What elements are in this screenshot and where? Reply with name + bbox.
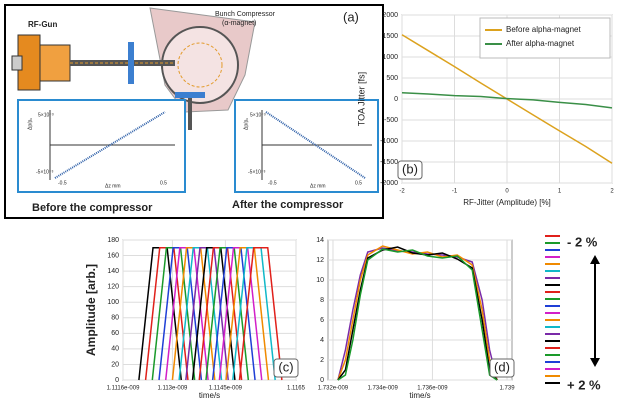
y-tick-label: -500: [384, 117, 398, 124]
annotation-box: [397, 160, 423, 180]
inset-tick: -0.5: [268, 180, 277, 186]
y-tick-label: 12: [316, 257, 324, 264]
series-line: [337, 246, 498, 381]
y-axis-title: TOA Jitter [fs]: [356, 72, 366, 126]
y-tick-label: 120: [107, 284, 119, 291]
y-tick-label: 40: [111, 346, 119, 353]
y-tick-label: 1000: [382, 54, 398, 61]
phase-space: [54, 111, 166, 179]
compressor-label: Bunch Compressor: [215, 11, 276, 18]
x-tick-label: 2: [610, 189, 614, 195]
beam-orbit: [177, 42, 223, 88]
inset-after: [234, 99, 379, 193]
x-tick-label: 1.1165: [287, 386, 306, 392]
x-axis-title: time/s: [199, 391, 220, 400]
x-axis-title: time/s: [409, 391, 430, 400]
inset-y-label: Δp/p₀: [27, 118, 33, 130]
series-line: [401, 91, 613, 109]
y-tick-label: 0: [394, 96, 398, 103]
annotation-box: [489, 358, 515, 378]
panel-label: (c): [278, 359, 293, 374]
inset-tick: -5×10⁻³: [248, 169, 266, 175]
y-tick-label: 140: [107, 268, 119, 275]
y-tick-label: 10: [316, 277, 324, 284]
y-axis-title: Amplitude [arb.]: [84, 264, 98, 356]
legend-label: Before alpha-magnet: [506, 25, 581, 34]
panel-label: (a): [343, 9, 359, 24]
x-tick-label: 1.1116e-009: [107, 386, 140, 392]
rf-gun-cavity: [39, 44, 71, 82]
y-tick-label: 60: [111, 330, 119, 337]
panel-a: RF-Gun Bunch Compressor (α-magnet) (a) Δ…: [4, 4, 384, 219]
x-tick-label: -2: [399, 189, 405, 195]
annotation-box: [273, 358, 299, 378]
y-tick-label: 100: [107, 299, 119, 306]
solenoid: [128, 42, 134, 84]
strip-top-label: - 2 %: [567, 234, 598, 249]
x-tick-label: 1: [558, 189, 562, 195]
y-tick-label: 14: [316, 237, 324, 244]
color-strip: - 2 % + 2 %: [545, 234, 601, 392]
y-tick-label: 4: [320, 337, 324, 344]
y-tick-label: 0: [320, 377, 324, 384]
legend-label: After alpha-magnet: [506, 39, 575, 48]
cathode: [11, 55, 23, 71]
inset-tick: 5×10⁻³: [38, 112, 54, 118]
y-tick-label: 2000: [382, 12, 398, 19]
y-tick-label: 0: [115, 377, 119, 384]
y-tick-label: 20: [111, 361, 119, 368]
y-tick-label: 1500: [382, 33, 398, 40]
chart-panel: -2000 -1500 -1000 -500 0 500 1000 1500 2000 -2 -1 0…: [356, 12, 614, 207]
y-tick-label: 6: [320, 317, 324, 324]
inset-tick: -5×10⁻³: [36, 169, 54, 175]
series-line: [238, 247, 283, 381]
x-tick-label: 1.734e-009: [368, 386, 399, 392]
x-axis-title: RF-Jitter (Amplitude) [%]: [463, 198, 551, 207]
inset-x-label: Δz mm: [310, 183, 326, 189]
x-tick-label: 0: [505, 189, 509, 195]
inset-x-label: Δz mm: [105, 183, 121, 189]
x-tick-label: 1.736e-009: [417, 386, 448, 392]
x-tick-label: -1: [452, 189, 458, 195]
series-line: [337, 247, 498, 381]
rf-gun-label: RF-Gun: [28, 20, 57, 29]
inset-y-label: Δp/p₀: [243, 118, 249, 130]
y-tick-label: 500: [386, 75, 398, 82]
series-line: [337, 245, 498, 381]
chart-panel: 0 2 4 6 8 10 12 14 1.732e-009 1.734e-009 1.736e-00…: [316, 237, 515, 400]
inset-tick: -0.5: [58, 180, 67, 186]
inset-tick: 5×10⁻³: [250, 112, 266, 118]
y-tick-label: -2000: [380, 180, 398, 187]
panel-label: (d): [494, 359, 510, 374]
arrow-head: [590, 255, 600, 264]
x-tick-label: 1.739: [500, 386, 516, 392]
quadrupole: [175, 92, 205, 98]
strip-bottom-label: + 2 %: [567, 377, 601, 392]
inset-tick: 0.5: [160, 180, 167, 186]
x-tick-label: 1.113e-009: [157, 386, 188, 392]
y-tick-label: 2: [320, 357, 324, 364]
x-tick-label: 1.732e-009: [318, 386, 349, 392]
y-tick-label: -1000: [380, 138, 398, 145]
after-caption: After the compressor: [232, 199, 344, 211]
before-caption: Before the compressor: [32, 202, 153, 214]
inset-tick: 0.5: [355, 180, 362, 186]
y-tick-label: -1500: [380, 159, 398, 166]
legend-box: [479, 17, 611, 59]
x-tick-label: 1.1145e-009: [209, 386, 243, 392]
arrow-head: [590, 358, 600, 367]
panel-label: (b): [402, 161, 418, 176]
chart-panel: 0 20 40 60 80 100 120 140 160 180 1.1116e-009 1.113…: [84, 237, 305, 400]
y-tick-label: 180: [107, 237, 119, 244]
series-line: [337, 248, 498, 381]
magnet-label: (α-magnet): [222, 20, 256, 27]
inset-before: [17, 99, 186, 193]
y-tick-label: 160: [107, 252, 119, 259]
y-tick-label: 80: [111, 315, 119, 322]
y-tick-label: 8: [320, 297, 324, 304]
